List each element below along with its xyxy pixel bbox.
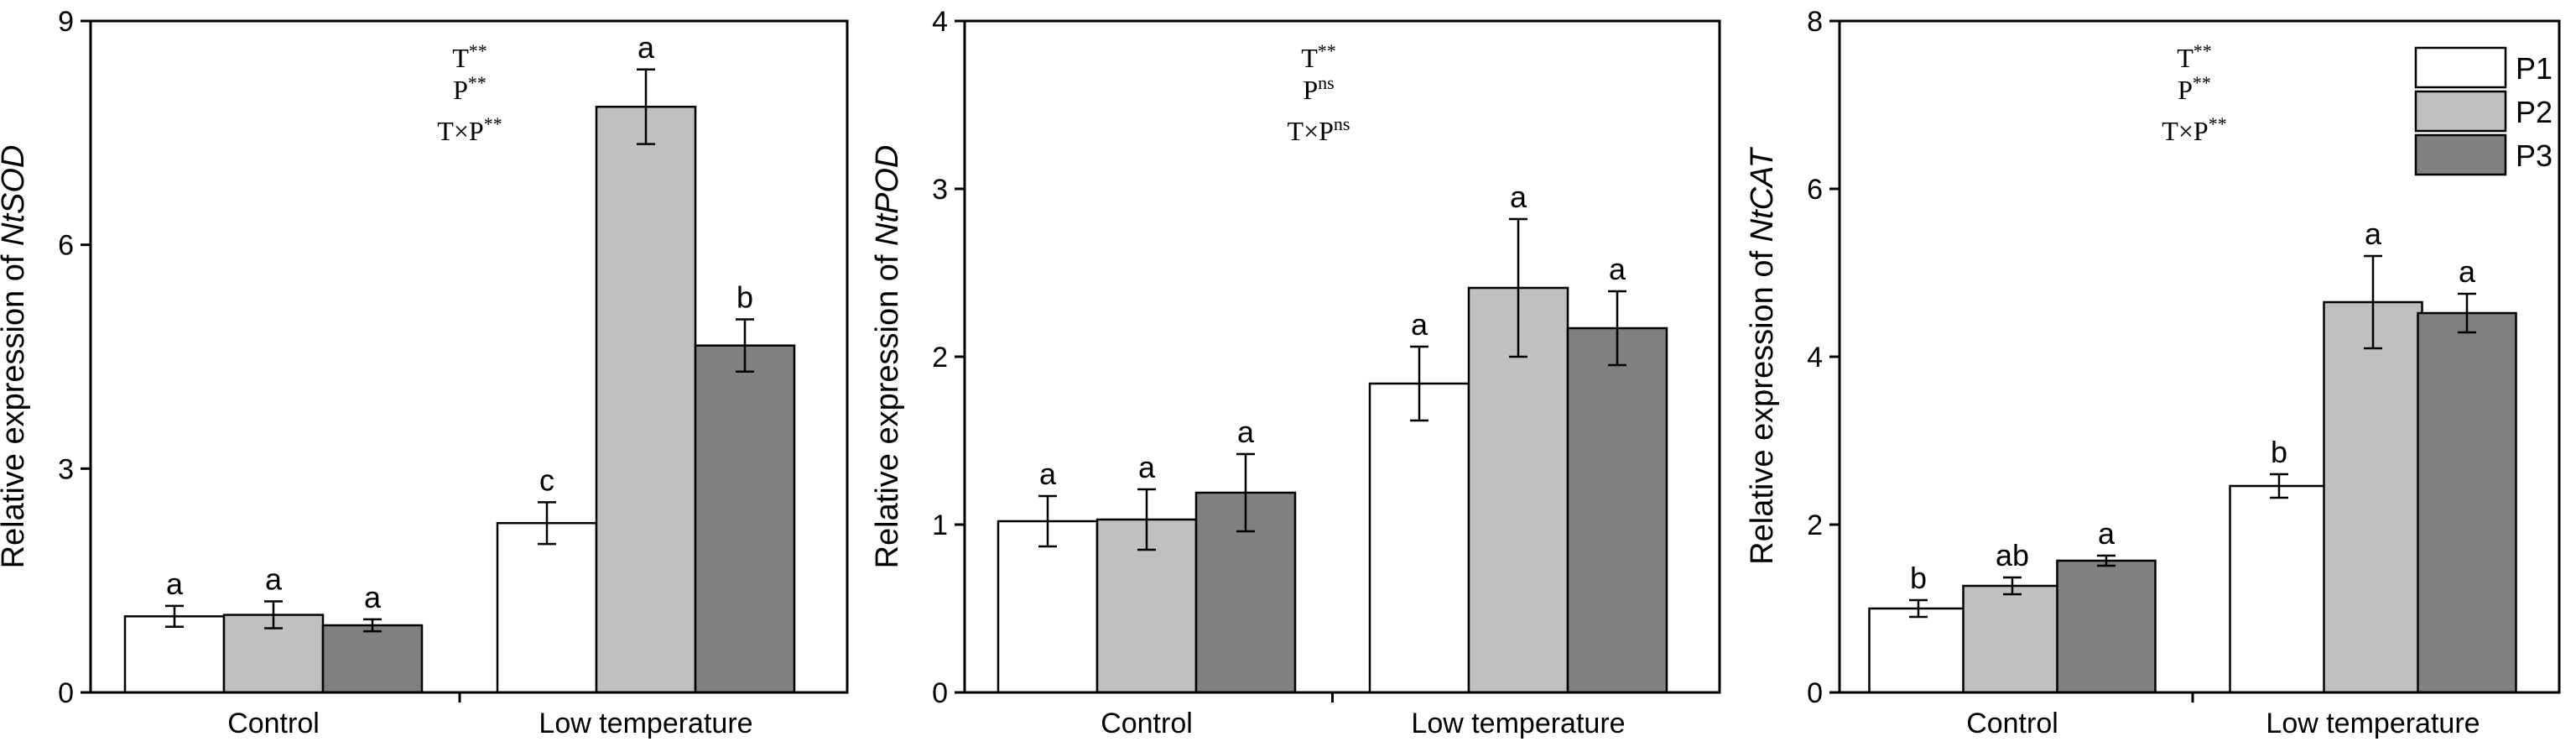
x-category-label: Control [1101,708,1193,739]
significance-letter: a [1411,307,1429,342]
legend-swatch-p1 [2414,46,2507,89]
error-bar [264,600,283,629]
y-tick-label: 3 [58,453,74,485]
bar-p3-control [321,624,424,694]
y-tick-label: 0 [1807,677,1823,709]
significance-letter: b [1910,561,1927,595]
legend-swatch-p2 [2414,90,2507,133]
stat-annotation: T** [2177,40,2212,73]
error-bar [637,68,655,145]
y-tick-label: 0 [58,677,74,709]
stat-annotation: T×P** [437,113,502,146]
y-tick-label: 3 [932,174,948,206]
x-category-label: Control [1966,708,2058,739]
significance-letter: a [1138,450,1156,484]
error-bar [1608,290,1626,367]
error-bar [538,501,556,546]
stat-annotation: T×Pns [1288,113,1350,146]
legend-label: P3 [2516,138,2553,173]
significance-letter: a [1609,252,1626,286]
significance-letter: a [2365,217,2382,251]
bar-p1-low-temperature [2229,484,2329,694]
legend-label: P1 [2516,51,2553,86]
significance-letter: b [736,280,753,315]
significance-letter: b [2271,435,2287,469]
error-bar [2364,254,2382,350]
significance-letter: a [364,580,382,614]
x-category-label: Low temperature [539,708,752,739]
y-tick-label: 2 [1807,509,1823,541]
error-bar [1509,217,1527,358]
bar-p1-control [1868,607,1969,694]
significance-letter: a [166,567,184,601]
x-category-label: Low temperature [2266,708,2480,739]
error-bar [1236,452,1255,533]
bar-p1-low-temperature [1368,382,1470,694]
bar-p1-control [123,615,226,694]
error-bar [2097,554,2115,567]
bar-p2-low-temperature [2323,300,2423,694]
x-category-label: Low temperature [1411,708,1625,739]
legend: P1 P2 P3 [2414,46,2553,176]
significance-letter: a [2459,254,2476,289]
stat-annotation: T** [452,40,487,73]
stat-annotation: P** [453,72,487,105]
significance-letter: a [265,562,283,597]
y-axis-label: Relative expression of NtCAT [1745,146,1780,564]
y-tick-label: 4 [932,6,948,38]
significance-letter: a [1510,180,1527,214]
stat-annotation: P** [2178,72,2211,105]
y-tick-label: 8 [1807,6,1823,38]
legend-label: P2 [2516,95,2553,129]
significance-letter: a [637,30,655,65]
x-category-label: Control [227,708,320,739]
error-bar [2458,292,2476,334]
significance-letter: a [1237,415,1255,449]
error-bar [363,618,382,633]
y-tick-label: 0 [932,677,948,709]
error-bar [2270,473,2288,499]
significance-letter: a [1039,457,1057,491]
y-tick-label: 4 [1807,342,1823,374]
bar-p3-low-temperature [694,344,796,694]
chart-panel-ntsod: a c a a a b 0 3 6 9 Control Low temperature Relative… [0,6,849,739]
error-bar [736,318,754,374]
legend-swatch-p3 [2414,133,2507,176]
error-bar [165,604,184,629]
y-tick-label: 6 [1807,174,1823,206]
error-bar [1909,598,1928,619]
y-tick-label: 6 [58,230,74,262]
bar-p2-control [1962,584,2063,694]
plot-frame [89,19,849,694]
bar-p1-low-temperature [496,521,598,694]
stat-annotation: Pns [1303,72,1334,105]
y-axis-label: Relative expression of NtPOD [870,145,905,569]
bar-p2-low-temperature [595,105,697,694]
y-tick-label: 2 [932,342,948,374]
chart-panel-ntcat: b b ab a a a 0 2 4 6 8 Control Low temperature Relati… [1745,6,2561,739]
bar-p3-control [2056,559,2157,694]
error-bar [2003,576,2022,596]
y-axis-label: Relative expression of NtSOD [0,145,31,569]
significance-letter: c [539,462,554,497]
error-bar [1410,345,1429,422]
stat-annotation: T×P** [2162,113,2226,146]
bar-p3-low-temperature [2417,311,2517,694]
error-bar [1038,494,1057,548]
stat-annotation: T** [1301,40,1336,73]
y-tick-label: 1 [932,509,948,541]
error-bar [1137,488,1156,551]
y-tick-label: 9 [58,6,74,38]
significance-letter: a [2098,516,2115,551]
bar-p3-low-temperature [1566,326,1668,694]
chart-panel-ntpod: a a a a a a 0 1 2 3 4 Control Low temperature Relativ… [870,6,1721,739]
significance-letter: ab [1996,538,2029,572]
